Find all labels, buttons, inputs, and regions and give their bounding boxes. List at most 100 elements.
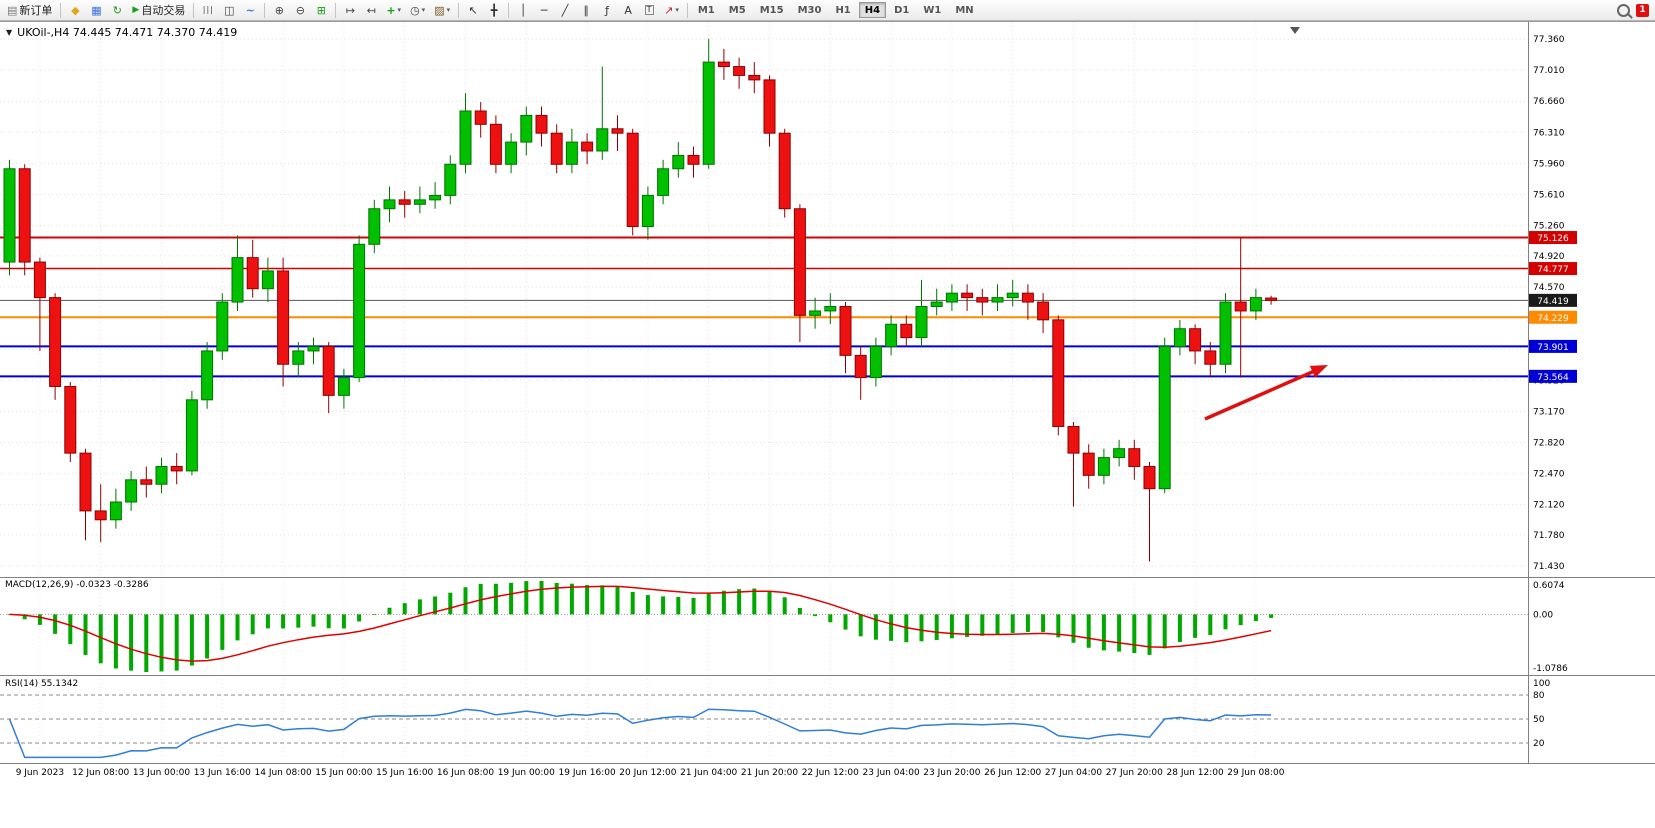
chevron-down-icon: ▾ (675, 6, 679, 14)
zoom-out-button[interactable]: ⊖ (290, 1, 310, 19)
channel-icon: ∥ (583, 3, 589, 17)
timeframe-button-m30[interactable]: M30 (792, 2, 828, 18)
svg-text:19 Jun 16:00: 19 Jun 16:00 (559, 768, 616, 778)
timeframe-button-mn[interactable]: MN (949, 2, 979, 18)
arrow-shape-icon: ↗ (664, 3, 674, 17)
chart-title: UKOil-,H4 74.445 74.471 74.370 74.419 (17, 26, 238, 39)
svg-text:80: 80 (1533, 691, 1545, 701)
svg-text:28 Jun 12:00: 28 Jun 12:00 (1167, 768, 1224, 778)
svg-text:29 Jun 08:00: 29 Jun 08:00 (1227, 768, 1284, 778)
chart-shift-marker[interactable] (1290, 27, 1300, 34)
new-order-button[interactable]: ▤ 新订单 (3, 1, 56, 19)
svg-text:75.126: 75.126 (1537, 234, 1569, 244)
svg-text:12 Jun 08:00: 12 Jun 08:00 (72, 768, 129, 778)
svg-text:71.780: 71.780 (1533, 531, 1565, 541)
zoom-in-button[interactable]: ⊕ (269, 1, 289, 19)
svg-text:27 Jun 20:00: 27 Jun 20:00 (1106, 768, 1163, 778)
svg-text:23 Jun 04:00: 23 Jun 04:00 (863, 768, 920, 778)
text-button[interactable]: A (618, 1, 638, 19)
bar-chart-button[interactable]: ||| (198, 1, 218, 19)
panel-separators[interactable] (0, 22, 1655, 764)
price-axis[interactable]: 77.360 77.010 76.660 76.310 75.960 75.610 75.2… (1529, 35, 1577, 572)
svg-text:74.920: 74.920 (1533, 252, 1565, 262)
timeframe-button-d1[interactable]: D1 (888, 2, 915, 18)
bar-chart-icon: ||| (202, 5, 214, 14)
macd-panel: 0.6074 0.00 -1.0786 (0, 581, 1568, 674)
chevron-down-icon: ▾ (446, 6, 451, 14)
horizontal-line-button[interactable]: ─ (534, 1, 554, 19)
svg-text:20 Jun 12:00: 20 Jun 12:00 (619, 768, 676, 778)
separator (193, 2, 195, 18)
notification-badge[interactable]: 1 (1636, 3, 1649, 17)
svg-text:76.310: 76.310 (1533, 128, 1565, 138)
svg-text:77.010: 77.010 (1533, 66, 1565, 76)
timeframe-button-m1[interactable]: M1 (692, 2, 721, 18)
auto-scroll-icon: ↦ (345, 3, 355, 17)
separator (264, 2, 266, 18)
svg-text:21 Jun 20:00: 21 Jun 20:00 (741, 768, 798, 778)
svg-text:13 Jun 16:00: 13 Jun 16:00 (194, 768, 251, 778)
trendline-icon: ╱ (561, 3, 569, 17)
timeframe-button-h1[interactable]: H1 (829, 2, 856, 18)
chart-window[interactable]: 77.360 77.010 76.660 76.310 75.960 75.610 75.2… (0, 21, 1655, 828)
chart-shift-button[interactable]: ↤ (361, 1, 381, 19)
crosshair-icon: ╋ (490, 3, 498, 17)
charts-button[interactable]: ▦ (86, 1, 106, 19)
refresh-button[interactable]: ↻ (107, 1, 127, 19)
timeframe-button-h4[interactable]: H4 (858, 2, 887, 18)
svg-text:75.960: 75.960 (1533, 159, 1565, 169)
shapes-button[interactable]: ↗ ▾ (660, 1, 683, 19)
chevron-down-icon: ▾ (397, 6, 402, 14)
time-axis[interactable]: 9 Jun 2023 12 Jun 08:00 13 Jun 00:00 13 Jun… (16, 768, 1285, 778)
profiles-button[interactable]: ◆ (65, 1, 85, 19)
search-icon[interactable] (1617, 3, 1630, 17)
annotation-arrow[interactable] (1204, 359, 1331, 421)
profiles-icon: ◆ (71, 3, 80, 17)
vertical-line-button[interactable]: │ (513, 1, 533, 19)
timeframe-group: M1 M5 M15 M30 H1 H4 D1 W1 MN (692, 2, 980, 18)
trendline-button[interactable]: ╱ (555, 1, 575, 19)
svg-text:72.470: 72.470 (1533, 470, 1565, 480)
svg-text:15 Jun 16:00: 15 Jun 16:00 (376, 768, 433, 778)
indicators-button[interactable]: + ▾ (382, 1, 405, 19)
channel-button[interactable]: ∥ (576, 1, 596, 19)
svg-text:15 Jun 00:00: 15 Jun 00:00 (315, 768, 372, 778)
candlestick-chart-icon: ◫ (224, 3, 235, 17)
chevron-down-icon: ▾ (421, 6, 426, 14)
cursor-icon: ↖ (468, 3, 478, 17)
label-button[interactable]: T (639, 1, 659, 19)
templates-button[interactable]: ▨ ▾ (430, 1, 454, 19)
timeframe-button-m5[interactable]: M5 (723, 2, 752, 18)
fibonacci-button[interactable]: ƒ (597, 1, 617, 19)
horizontal-lines[interactable] (0, 236, 1528, 378)
separator (508, 2, 510, 18)
toolbar: ▤ 新订单 ◆ ▦ ↻ ▶ 自动交易 ||| ◫ ~ ⊕ ⊖ ⊞ ↦ ↤ + ▾ … (0, 0, 1655, 21)
svg-text:23 Jun 20:00: 23 Jun 20:00 (923, 768, 980, 778)
timeframe-button-w1[interactable]: W1 (917, 2, 947, 18)
auto-trading-label: 自动交易 (141, 4, 186, 17)
fibonacci-icon: ƒ (605, 3, 610, 17)
tile-windows-button[interactable]: ⊞ (311, 1, 331, 19)
toolbar-right: 1 (1617, 3, 1652, 17)
zoom-in-icon: ⊕ (274, 3, 284, 17)
horizontal-line-icon: ─ (540, 3, 548, 17)
auto-scroll-button[interactable]: ↦ (340, 1, 360, 19)
candlestick-chart-button[interactable]: ◫ (219, 1, 239, 19)
chart-canvas[interactable]: 77.360 77.010 76.660 76.310 75.960 75.610 75.2… (0, 22, 1655, 828)
auto-trading-button[interactable]: ▶ 自动交易 (128, 1, 189, 19)
line-chart-button[interactable]: ~ (240, 1, 260, 19)
cursor-button[interactable]: ↖ (463, 1, 483, 19)
svg-text:75.610: 75.610 (1533, 191, 1565, 201)
periods-button[interactable]: ◷ ▾ (406, 1, 429, 19)
svg-text:21 Jun 04:00: 21 Jun 04:00 (680, 768, 737, 778)
crosshair-button[interactable]: ╋ (484, 1, 504, 19)
svg-text:74.229: 74.229 (1537, 314, 1569, 324)
separator (60, 2, 62, 18)
dropdown-triangle-icon[interactable]: ▼ (6, 28, 13, 37)
timeframe-button-m15[interactable]: M15 (754, 2, 790, 18)
svg-text:13 Jun 00:00: 13 Jun 00:00 (133, 768, 190, 778)
separator (686, 2, 688, 18)
svg-text:22 Jun 12:00: 22 Jun 12:00 (802, 768, 859, 778)
clock-icon: ◷ (410, 3, 420, 17)
refresh-icon: ↻ (112, 3, 123, 17)
